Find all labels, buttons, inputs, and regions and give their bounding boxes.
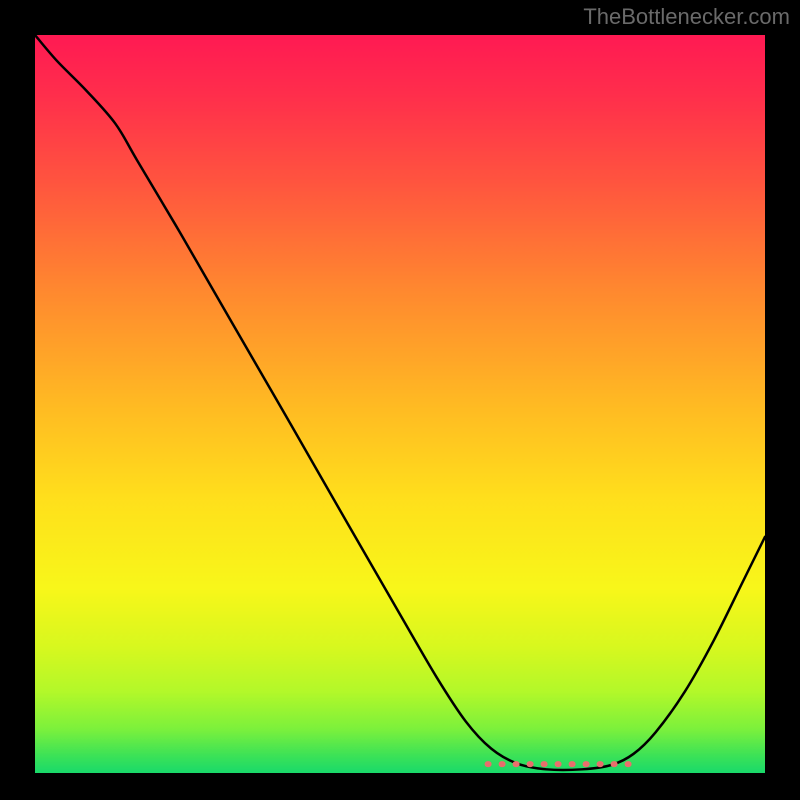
watermark-text: TheBottlenecker.com	[583, 4, 790, 30]
curve-layer	[35, 35, 765, 773]
bottleneck-curve	[35, 35, 765, 770]
plot-area	[35, 35, 765, 773]
